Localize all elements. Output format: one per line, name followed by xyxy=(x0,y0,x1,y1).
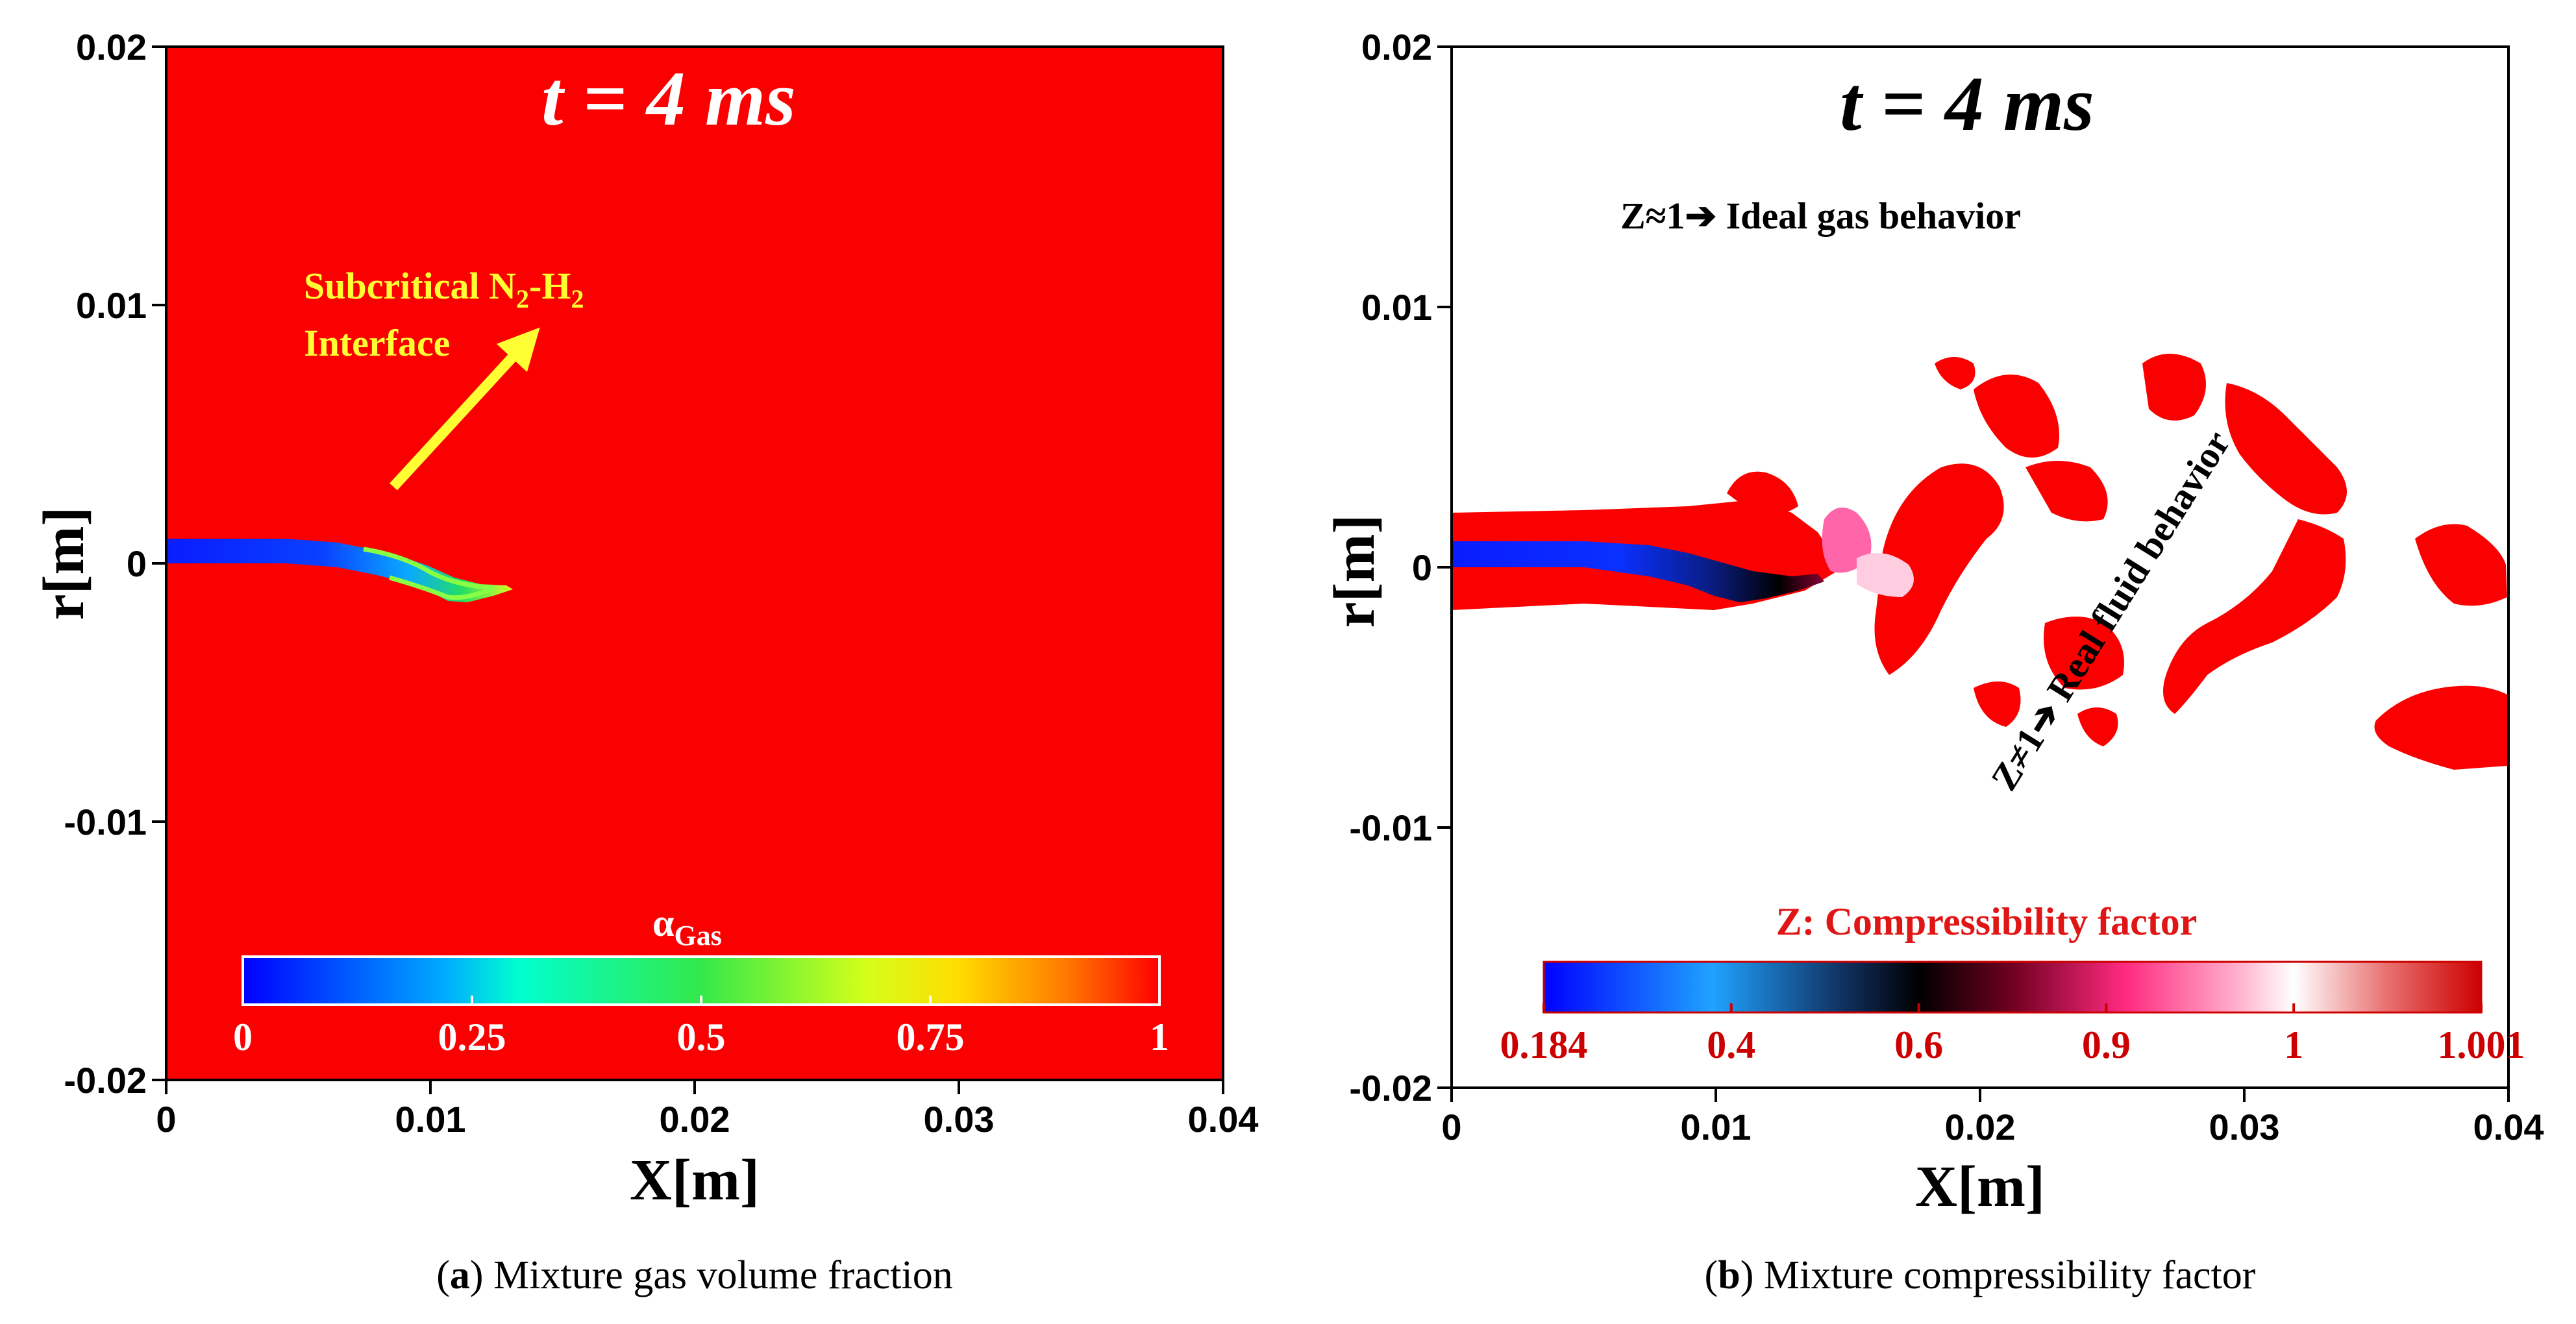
panel-a-time-label: t = 4 ms xyxy=(541,55,796,141)
panel-b-mixing-zone-light xyxy=(1857,553,1914,597)
panel-a-y-axis-label: r[m] xyxy=(32,507,96,620)
panel-b-red-blob xyxy=(2225,383,2347,515)
panel-a-colorbar-tick-label: 0 xyxy=(233,1016,253,1059)
panel-a-y-tick-label: -0.02 xyxy=(64,1060,147,1101)
panel-b-x-tick-label: 0 xyxy=(1441,1107,1461,1147)
panel-a-x-tick-label: 0.03 xyxy=(924,1099,995,1140)
panel-a: t = 4 ms Subcritical N2-H2 Interface αGa… xyxy=(32,27,1259,1297)
panel-b-y-tick-label: 0.01 xyxy=(1361,287,1432,328)
panel-b-time-label: t = 4 ms xyxy=(1840,60,2094,147)
panel-b-colorbar-tick-label: 0.6 xyxy=(1894,1024,1943,1066)
panel-b-colorbar-tick-label: 1 xyxy=(2284,1024,2303,1066)
panel-b-x-tick-label: 0.03 xyxy=(2209,1107,2280,1147)
panel-b-red-blob xyxy=(2077,707,2118,746)
panel-b-red-blob xyxy=(2025,461,2108,522)
panel-b-red-blob xyxy=(2415,524,2507,606)
panel-b-colorbar-tick-label: 0.184 xyxy=(1500,1024,1588,1066)
panel-a-colorbar-title: αGas xyxy=(652,901,722,951)
panel-b-red-blob xyxy=(2163,519,2346,714)
panel-b-red-blob xyxy=(2374,685,2507,770)
panel-a-x-axis-label: X[m] xyxy=(630,1148,760,1212)
panel-b-colorbar xyxy=(1542,961,2483,1014)
panel-b-red-blob xyxy=(1974,374,2059,458)
panel-b-y-tick-label: -0.02 xyxy=(1349,1068,1432,1109)
panel-a-caption: (a) Mixture gas volume fraction xyxy=(436,1253,952,1297)
panel-a-x-tick-label: 0 xyxy=(156,1099,176,1140)
panel-b-colorbar-tick-label: 0.4 xyxy=(1707,1024,1755,1066)
panel-b-ideal-gas-label: Z≈1➔ Ideal gas behavior xyxy=(1620,195,2021,237)
panel-b-y-axis-label: r[m] xyxy=(1322,515,1387,628)
panel-a-x-tick-label: 0.02 xyxy=(660,1099,730,1140)
panel-a-colorbar-tick-label: 1 xyxy=(1150,1016,1169,1059)
panel-b-x-tick-label: 0.01 xyxy=(1681,1107,1752,1147)
panel-a-jet-core xyxy=(166,539,513,602)
panel-b-red-blob xyxy=(2044,617,2124,690)
panel-a-y-ticks: 0.02 0.01 0 -0.01 -0.02 xyxy=(64,27,166,1101)
panel-b-red-blob xyxy=(1727,471,1798,515)
panel-b: t = 4 ms Z≈1➔ Ideal gas behavior Z≠1➔ Re… xyxy=(1322,27,2544,1297)
panel-a-y-tick-label: -0.01 xyxy=(64,802,147,842)
panel-a-y-tick-label: 0.01 xyxy=(76,285,147,326)
panel-a-colorbar-ticks: 0 0.25 0.5 0.75 1 xyxy=(233,996,1169,1059)
panel-b-mixing-zone xyxy=(1822,508,1872,573)
panel-b-caption: (b) Mixture compressibility factor xyxy=(1705,1253,2256,1297)
panel-b-x-ticks: 0 0.01 0.02 0.03 0.04 xyxy=(1441,1088,2544,1147)
panel-a-x-tick-label: 0.04 xyxy=(1188,1099,1259,1140)
panel-b-y-ticks: 0.02 0.01 0 -0.01 -0.02 xyxy=(1349,27,1452,1109)
panel-b-jet-core xyxy=(1452,541,1824,602)
panel-a-arrow-icon xyxy=(390,327,540,491)
panel-b-red-blob xyxy=(2142,354,2206,421)
panel-b-x-tick-label: 0.04 xyxy=(2473,1107,2544,1147)
panel-a-y-tick-label: 0.02 xyxy=(76,27,147,67)
panel-b-colorbar-ticks: 0.184 0.4 0.6 0.9 1 1.001 xyxy=(1500,1003,2525,1066)
panel-b-colorbar-title: Z: Compressibility factor xyxy=(1776,900,2198,943)
panel-b-y-tick-label: 0.02 xyxy=(1361,27,1432,67)
panel-b-red-blob xyxy=(1935,357,1975,389)
panel-a-y-tick-label: 0 xyxy=(127,543,147,584)
panel-a-x-ticks: 0 0.01 0.02 0.03 0.04 xyxy=(156,1080,1259,1140)
panel-b-red-blob xyxy=(1974,681,2021,727)
panel-b-y-tick-label: 0 xyxy=(1412,547,1432,588)
panel-b-colorbar-tick-label: 0.9 xyxy=(2082,1024,2131,1066)
panel-b-colorbar-tick-label: 1.001 xyxy=(2438,1024,2525,1066)
panel-a-jet-edge xyxy=(363,546,495,600)
panel-a-interface-label: Subcritical N2-H2 xyxy=(304,265,584,313)
panel-a-interface-label-line2: Interface xyxy=(304,322,450,364)
panel-b-y-tick-label: -0.01 xyxy=(1349,807,1432,848)
panel-a-x-tick-label: 0.01 xyxy=(395,1099,466,1140)
panel-a-colorbar-tick-label: 0.25 xyxy=(438,1016,506,1059)
panel-b-x-tick-label: 0.02 xyxy=(1945,1107,2016,1147)
panel-a-colorbar-tick-label: 0.75 xyxy=(897,1016,965,1059)
panel-b-x-axis-label: X[m] xyxy=(1915,1155,2045,1219)
panel-b-red-blob xyxy=(1874,463,2004,675)
panel-a-colorbar-tick-label: 0.5 xyxy=(677,1016,726,1059)
